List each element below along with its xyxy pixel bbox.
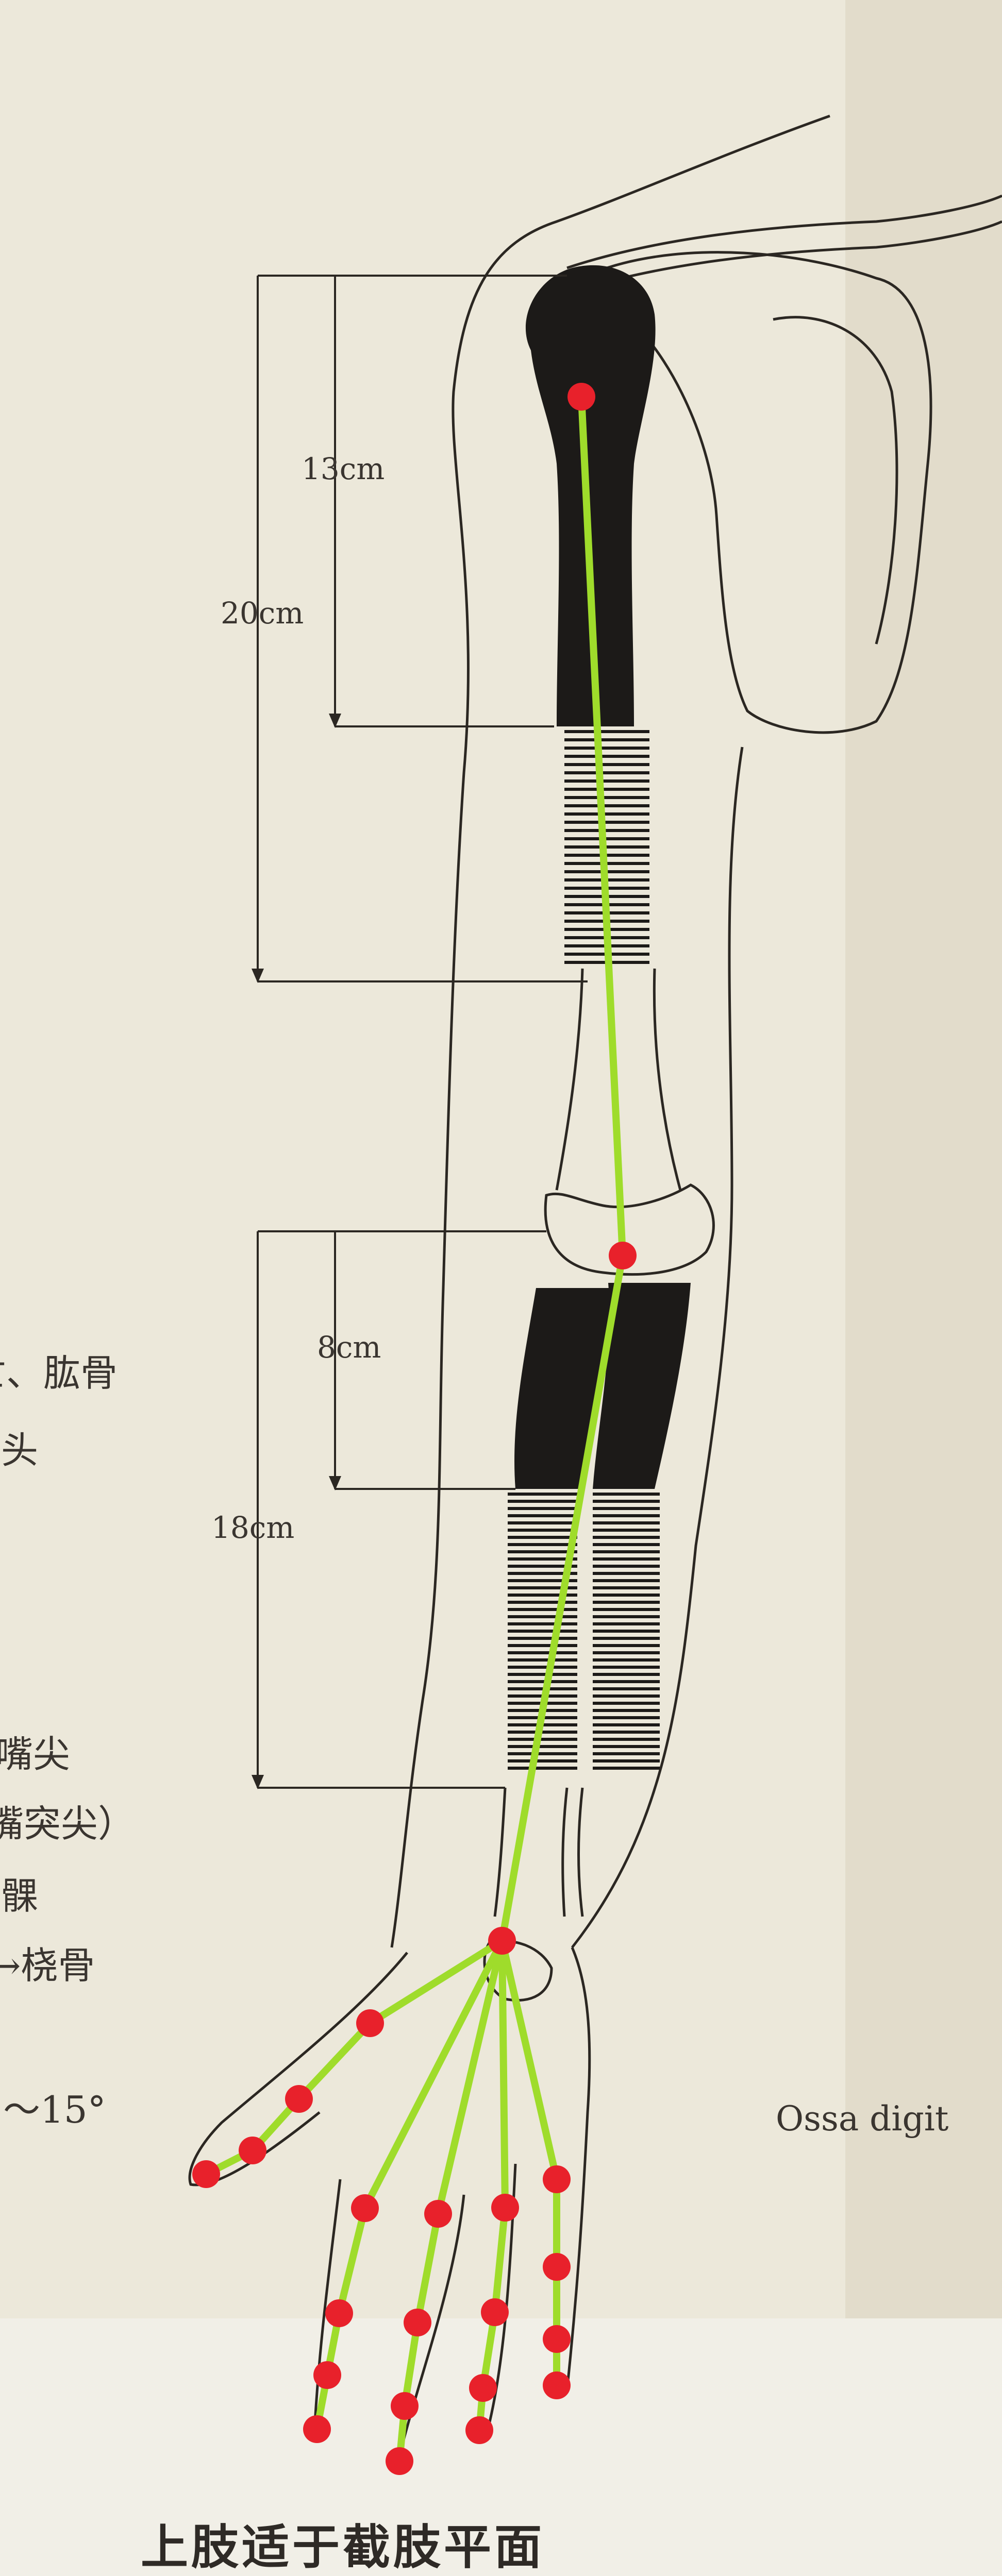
skeleton-bone-elbow-wrist	[498, 1252, 626, 1944]
bone-shading	[514, 265, 691, 1489]
joint-ring_3	[469, 2374, 497, 2402]
figure-caption: 上肢适于截肢平面	[140, 2520, 545, 2575]
joint-thumb_2	[285, 2085, 313, 2113]
joint-index_1	[351, 2194, 379, 2222]
joint-elbow	[609, 1242, 637, 1269]
side-note-2: 骨头	[0, 1429, 38, 1472]
skeleton-bone-wrist-ring_1	[498, 1937, 509, 2211]
joint-middle_1	[424, 2200, 452, 2228]
joint-index_2	[325, 2299, 353, 2327]
joint-thumb_1	[356, 2009, 384, 2037]
label-8cm: 8cm	[317, 1330, 381, 1365]
dimension-labels: 13cm 20cm 8cm 18cm	[211, 451, 385, 1545]
side-note-1: 亡、肱骨	[0, 1351, 118, 1395]
skeleton-bone-wrist-thumb_1	[366, 1937, 506, 2027]
skeleton-bone-middle_2-middle_3	[401, 2319, 421, 2410]
joint-ring_2	[481, 2298, 509, 2326]
skeleton-bone-wrist-little_1	[498, 1937, 560, 2183]
dimension-lines	[257, 275, 588, 1789]
bone-hatching	[508, 730, 660, 1770]
joint-middle_2	[404, 2309, 431, 2336]
joint-little_1	[543, 2165, 571, 2193]
skeleton-bone-wrist-middle_1	[435, 1937, 506, 2217]
joint-index_3	[313, 2361, 341, 2389]
label-18cm: 18cm	[211, 1510, 294, 1545]
skeleton-bone-shoulder-elbow	[578, 393, 626, 1259]
joint-middle_3	[391, 2392, 419, 2420]
label-20cm: 20cm	[221, 596, 304, 631]
skeleton-bone-thumb_1-thumb_2	[295, 2020, 374, 2103]
joint-wrist	[488, 1927, 516, 1955]
skeleton-bone-wrist-index_1	[361, 1937, 506, 2212]
ossa-label: Ossa digit	[776, 2099, 948, 2139]
side-note-4: （鹰嘴突尖）	[0, 1802, 135, 1845]
skeleton-overlay	[192, 383, 637, 2475]
joint-middle_4	[386, 2447, 413, 2475]
dimension-arrowheads	[252, 714, 341, 1789]
joint-little_2	[543, 2253, 571, 2281]
joint-little_4	[543, 2371, 571, 2399]
skeleton-bone-index_1-index_2	[336, 2205, 369, 2317]
angle-note: °～15°	[0, 2088, 106, 2131]
joint-thumb_4	[192, 2160, 220, 2188]
joint-thumb_3	[239, 2137, 266, 2164]
joint-shoulder	[567, 383, 595, 411]
paper-right-shade	[845, 0, 1002, 2318]
skeleton-bone-ring_1-ring_2	[491, 2204, 509, 2316]
side-note-6: →桡骨	[0, 1944, 95, 1987]
joint-ring_4	[465, 2416, 493, 2444]
side-notes: 亡、肱骨 骨头 鹰嘴尖 （鹰嘴突尖） 上髁 →桡骨 °～15°	[0, 1351, 135, 2131]
joint-little_3	[543, 2325, 571, 2353]
side-note-3: 鹰嘴尖	[0, 1733, 70, 1776]
joint-index_4	[303, 2415, 331, 2443]
joint-ring_1	[491, 2194, 519, 2222]
skeleton-bone-middle_1-middle_2	[414, 2210, 442, 2326]
label-13cm: 13cm	[302, 451, 385, 486]
side-note-5: 上髁	[0, 1874, 38, 1918]
